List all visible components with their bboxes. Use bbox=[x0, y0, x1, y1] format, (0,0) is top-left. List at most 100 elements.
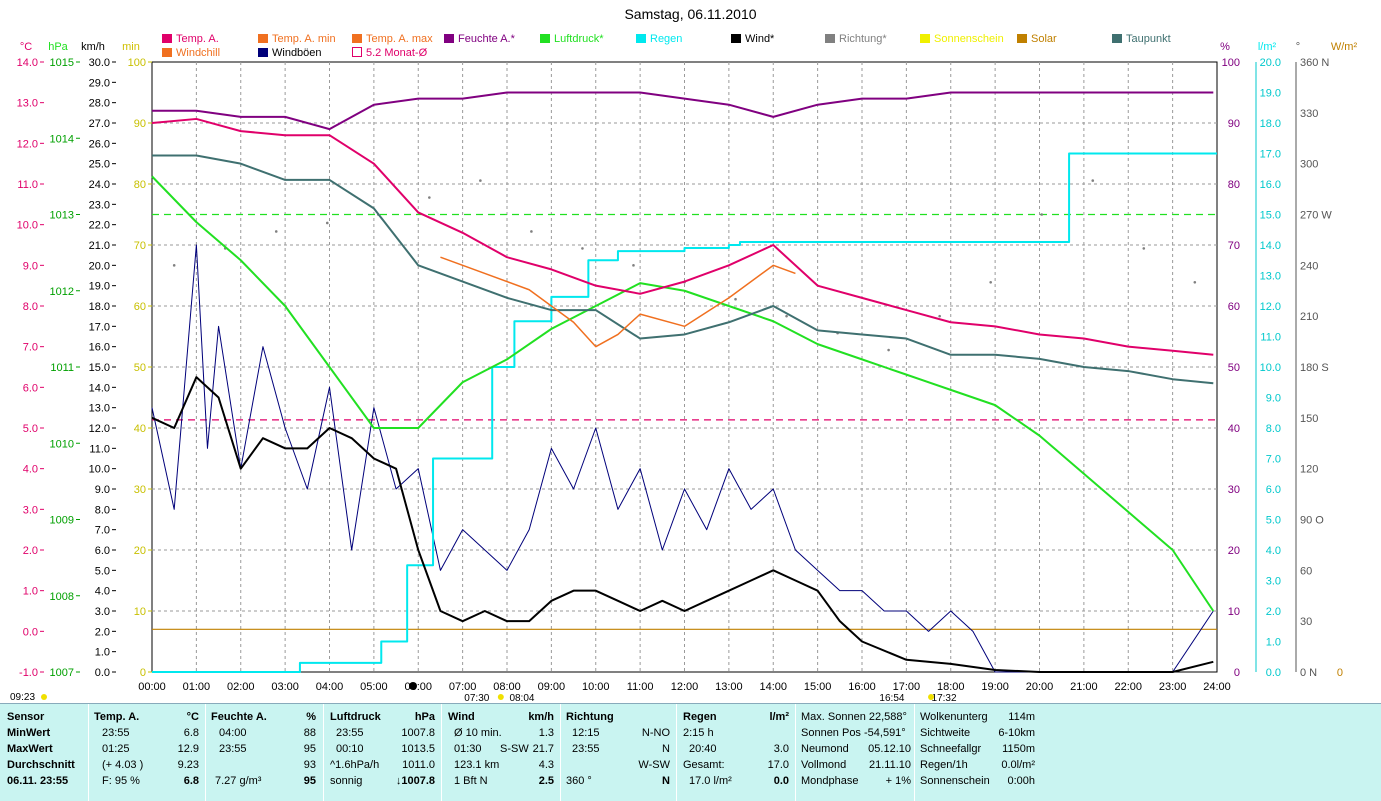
regen-total-label: Gesamt: bbox=[683, 759, 725, 771]
min-tick-label: 70 bbox=[134, 240, 146, 252]
luft-max-time: 00:10 bbox=[336, 743, 364, 755]
legend-label: Windchill bbox=[176, 47, 221, 59]
richtung-min-time: 12:15 bbox=[572, 727, 600, 739]
rain-tick-label: 9.0 bbox=[1266, 393, 1281, 405]
legend-label: Regen bbox=[650, 33, 683, 45]
feuchte-column: Feuchte A.% 04:00 88 23:55 95 93 7.27 g/m³… bbox=[211, 709, 316, 789]
moonrise-label: 09:23 bbox=[10, 692, 35, 703]
series-line-temp-a bbox=[151, 117, 1214, 356]
weather-chart: °C hPa km/h min% l/m² ° W/m² 14.0 13.0 12.0 11.0 10… bbox=[10, 41, 1357, 703]
moon-icon bbox=[41, 694, 47, 700]
temp-max-time: 01:25 bbox=[102, 743, 130, 755]
richtung-column: Richtung 12:15 N-NO 23:55 N W-SW 360 ° N bbox=[566, 709, 670, 789]
deg-tick-label: 30 bbox=[1300, 616, 1312, 628]
min-tick-label: 10 bbox=[134, 606, 146, 618]
luft-forecast: sonnig bbox=[330, 775, 363, 787]
legend-label: Windböen bbox=[272, 47, 322, 59]
kmh-tick-label: 6.0 bbox=[95, 545, 110, 557]
kmh-tick-label: 5.0 bbox=[95, 565, 110, 577]
kmh-tick-label: 14.0 bbox=[89, 382, 110, 394]
feuchte-min-time: 04:00 bbox=[219, 727, 247, 739]
direction-point bbox=[989, 280, 992, 284]
temp-column: Temp. A. °C 23:55 6.8 01:25 12.9 (+ 4.03 ) 9… bbox=[94, 709, 199, 789]
legend-label: Sonnenschein bbox=[934, 33, 1004, 45]
x-tick-label: 10:00 bbox=[582, 681, 610, 693]
unit-pct: % bbox=[1220, 41, 1230, 53]
x-tick-label: 14:00 bbox=[759, 681, 787, 693]
chart-title: Samstag, 06.11.2010 bbox=[624, 6, 757, 22]
rain-tick-label: 17.0 bbox=[1260, 149, 1281, 161]
astro-sun-pos: Sonnen Pos -54,591° bbox=[801, 727, 906, 739]
misc-snowline-value: 1150m bbox=[1002, 743, 1035, 755]
hpa-tick-label: 1013 bbox=[50, 210, 74, 222]
kmh-tick-label: 24.0 bbox=[89, 179, 110, 191]
wind-max-time: 01:30 bbox=[454, 743, 482, 755]
legend-label: Temp. A. min bbox=[272, 33, 336, 45]
hpa-tick-label: 1009 bbox=[50, 515, 74, 527]
x-tick-label: 02:00 bbox=[227, 681, 255, 693]
regen-now-value: 0.0 bbox=[773, 775, 789, 787]
legend-swatch bbox=[352, 34, 362, 43]
regen-duration: 2:15 h bbox=[683, 727, 714, 739]
richtung-now-deg: 360 ° bbox=[566, 775, 592, 787]
rain-tick-label: 11.0 bbox=[1260, 332, 1281, 344]
wind-now-value: 2.5 bbox=[538, 775, 554, 787]
sun-icon bbox=[497, 694, 504, 700]
kmh-tick-label: 19.0 bbox=[89, 281, 110, 293]
unit-hpa: hPa bbox=[48, 41, 68, 53]
luft-min-value: 1007.8 bbox=[401, 727, 435, 739]
sunset-sun-label: 17:32 bbox=[932, 693, 957, 703]
temp-tick-label: 3.0 bbox=[23, 504, 38, 516]
temp-tick-label: 12.0 bbox=[17, 138, 38, 150]
direction-point bbox=[785, 314, 788, 318]
regen-max-time: 20:40 bbox=[689, 743, 717, 755]
temp-tick-label: 14.0 bbox=[17, 57, 38, 69]
direction-point bbox=[632, 264, 635, 267]
direction-point bbox=[938, 314, 941, 318]
wind-max-dir: S-SW bbox=[500, 743, 529, 755]
hpa-tick-label: 1008 bbox=[50, 591, 74, 603]
x-tick-label: 08:00 bbox=[493, 681, 521, 693]
direction-point bbox=[274, 230, 278, 233]
kmh-tick-label: 21.0 bbox=[89, 240, 110, 252]
deg-tick-label: 90 O bbox=[1300, 515, 1324, 527]
pct-tick-label: 40 bbox=[1228, 423, 1240, 435]
astro-fullmoon-date: 21.11.10 bbox=[868, 759, 911, 771]
series-line-windchill bbox=[440, 256, 796, 348]
regen-max-value: 3.0 bbox=[773, 743, 789, 755]
pct-tick-label: 100 bbox=[1222, 57, 1240, 69]
legend-label: Temp. A. bbox=[176, 33, 219, 45]
luft-header: Luftdruck bbox=[330, 711, 381, 723]
legend-swatch bbox=[731, 34, 741, 43]
min-tick-label: 50 bbox=[134, 362, 146, 374]
legend-label: Feuchte A.* bbox=[458, 33, 515, 45]
kmh-tick-label: 18.0 bbox=[89, 301, 110, 313]
wind-max-value: 21.7 bbox=[532, 743, 554, 755]
x-tick-label: 20:00 bbox=[1026, 681, 1054, 693]
sensor-column: Sensor MinWert MaxWert Durchschnitt 06.1… bbox=[7, 709, 87, 789]
legend-swatch bbox=[1017, 34, 1027, 43]
temp-tick-label: -1.0 bbox=[19, 667, 38, 679]
luft-avg-value: 1011.0 bbox=[402, 759, 435, 771]
pct-tick-label: 0 bbox=[1234, 667, 1240, 679]
deg-tick-label: 210 bbox=[1300, 311, 1318, 323]
kmh-tick-label: 30.0 bbox=[89, 57, 110, 69]
series-line-regen bbox=[152, 152, 1217, 673]
kmh-tick-label: 17.0 bbox=[89, 321, 110, 333]
legend-label: Temp. A. max bbox=[366, 33, 433, 45]
kmh-tick-label: 0.0 bbox=[95, 667, 110, 679]
direction-point bbox=[325, 221, 329, 225]
luft-now-value: ↓1007.8 bbox=[395, 775, 435, 787]
unit-kmh: km/h bbox=[81, 41, 105, 53]
kmh-tick-label: 7.0 bbox=[95, 525, 110, 537]
sunrise-label: 07:30 bbox=[464, 693, 489, 703]
legend-item: Richtung* bbox=[825, 33, 887, 45]
misc-rain1h-label: Regen/1h bbox=[920, 759, 968, 771]
deg-tick-label: 180 S bbox=[1300, 362, 1329, 374]
rain-tick-label: 14.0 bbox=[1260, 240, 1281, 252]
legend-swatch bbox=[636, 34, 646, 43]
misc-cloud-label: Wolkenunterg bbox=[920, 711, 988, 723]
legend-swatch bbox=[540, 34, 550, 43]
deg-tick-label: 120 bbox=[1300, 464, 1318, 476]
row-min-label: MinWert bbox=[7, 727, 51, 739]
